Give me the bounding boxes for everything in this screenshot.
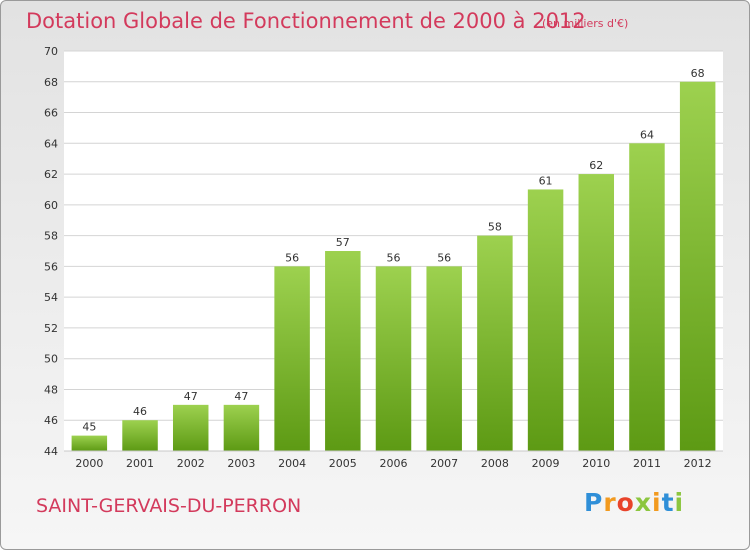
y-tick-label: 52 xyxy=(44,322,58,335)
x-tick-label: 2012 xyxy=(684,457,712,470)
logo-letter: i xyxy=(674,488,685,517)
value-label: 46 xyxy=(133,405,147,418)
y-tick-label: 44 xyxy=(44,445,58,458)
x-tick-label: 2006 xyxy=(380,457,408,470)
x-tick-labels: 2000 2001 2002 2003 2004 2005 2006 2007 2008 2009… xyxy=(75,457,711,470)
y-tick-label: 64 xyxy=(44,137,58,150)
value-label: 64 xyxy=(640,128,654,141)
y-tick-label: 48 xyxy=(44,383,58,396)
bar xyxy=(325,251,361,451)
logo-letter: P xyxy=(584,488,604,517)
x-tick-label: 2008 xyxy=(481,457,509,470)
value-label: 47 xyxy=(184,390,198,403)
value-label: 45 xyxy=(82,421,96,434)
chart-title: Dotation Globale de Fonctionnement de 20… xyxy=(26,9,586,33)
x-tick-label: 2011 xyxy=(633,457,661,470)
bar xyxy=(172,404,209,451)
value-label: 68 xyxy=(691,67,705,80)
y-tick-labels: 44 46 48 50 52 54 56 58 60 62 64 66 68 70 xyxy=(44,45,58,458)
y-tick-label: 58 xyxy=(44,230,58,243)
y-tick-label: 46 xyxy=(44,414,58,427)
logo-letter: r xyxy=(603,488,617,517)
value-label: 58 xyxy=(488,221,502,234)
value-label: 56 xyxy=(437,251,451,264)
value-label: 61 xyxy=(539,174,553,187)
x-tick-label: 2004 xyxy=(278,457,306,470)
bar xyxy=(527,189,564,451)
y-tick-label: 50 xyxy=(44,353,58,366)
bar xyxy=(122,420,158,451)
y-tick-label: 54 xyxy=(44,291,58,304)
x-tick-label: 2010 xyxy=(582,457,610,470)
bar xyxy=(426,266,462,451)
bar xyxy=(274,266,310,451)
bar xyxy=(629,143,665,452)
y-tick-label: 68 xyxy=(44,76,58,89)
bar xyxy=(477,235,513,451)
logo-letter: o xyxy=(616,488,635,517)
x-tick-label: 2001 xyxy=(126,457,154,470)
proxiti-logo: Proxiti xyxy=(584,488,684,517)
x-tick-label: 2000 xyxy=(75,457,103,470)
bars xyxy=(71,81,716,452)
x-tick-label: 2003 xyxy=(227,457,255,470)
y-tick-label: 56 xyxy=(44,260,58,273)
bar xyxy=(578,174,615,452)
y-tick-label: 66 xyxy=(44,107,58,120)
x-tick-label: 2007 xyxy=(430,457,458,470)
value-label: 62 xyxy=(589,159,603,172)
y-tick-label: 60 xyxy=(44,199,58,212)
bar xyxy=(71,435,108,451)
commune-name: SAINT-GERVAIS-DU-PERRON xyxy=(36,495,302,517)
logo-letter: t xyxy=(661,488,675,517)
value-labels: 45 46 47 47 56 57 56 56 58 61 62 64 68 xyxy=(82,67,704,434)
bar xyxy=(679,81,716,452)
unit-label: (en milliers d'€) xyxy=(542,17,629,30)
y-tick-label: 62 xyxy=(44,168,58,181)
y-tick-label: 70 xyxy=(44,45,58,58)
x-tick-label: 2005 xyxy=(329,457,357,470)
value-label: 56 xyxy=(387,251,401,264)
bar xyxy=(223,404,260,451)
value-label: 47 xyxy=(234,390,248,403)
logo-letter: x xyxy=(634,488,652,517)
x-tick-label: 2009 xyxy=(532,457,560,470)
logo-letter: i xyxy=(652,488,662,517)
value-label: 57 xyxy=(336,236,350,249)
bar xyxy=(375,266,412,451)
value-label: 56 xyxy=(285,251,299,264)
x-tick-label: 2002 xyxy=(177,457,205,470)
